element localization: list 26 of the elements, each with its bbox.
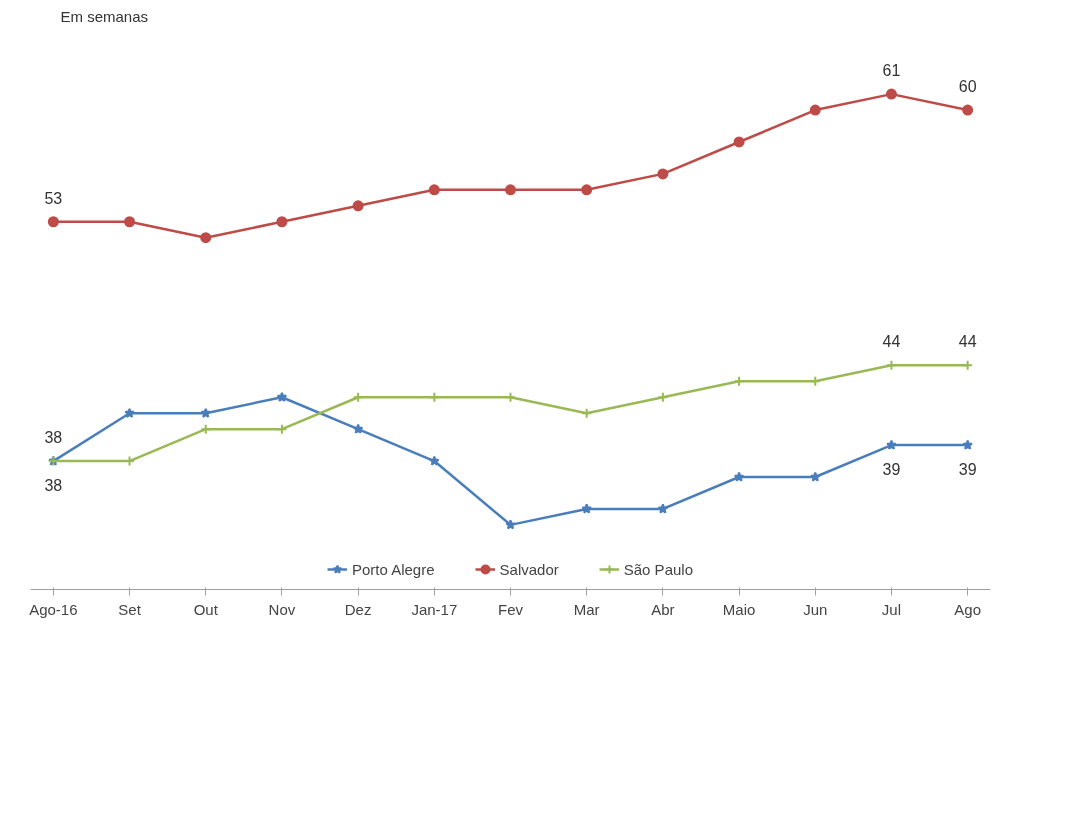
x-tick-label: Jan-17 [411,600,458,618]
x-tick-label: Ago-16 [29,600,78,618]
x-tick-label: Nov [268,600,296,618]
legend-label: Salvador [499,560,559,578]
data-label: 60 [958,78,977,96]
x-tick-label: Jul [881,600,902,618]
data-label: 39 [882,461,901,479]
data-label: 39 [958,461,977,479]
x-tick-label: Set [118,600,142,618]
data-label: 44 [958,333,977,351]
x-tick-label: Dez [344,600,372,618]
legend-label: São Paulo [623,560,693,578]
x-tick-label: Maio [722,600,756,618]
text: Em semanas [60,7,149,25]
data-label: 38 [44,429,63,447]
data-label: 61 [882,62,901,80]
x-tick-label: Jun [803,600,828,618]
legend-label: Porto Alegre [352,560,435,578]
x-tick-label: Abr [651,600,675,618]
data-label: 38 [44,477,63,495]
x-tick-label: Out [193,600,219,618]
x-tick-label: Ago [954,600,981,618]
data-label: 53 [44,189,63,207]
data-label: 44 [882,333,901,351]
x-tick-label: Fev [498,600,524,618]
x-tick-label: Mar [573,600,600,618]
